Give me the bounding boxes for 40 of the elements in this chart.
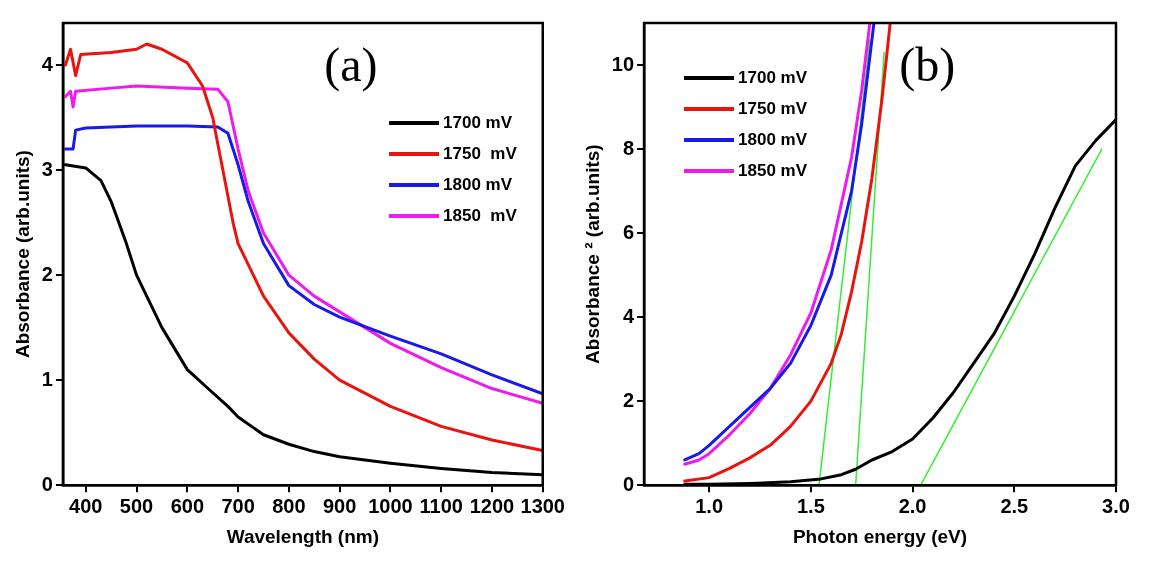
- annotation: (b): [899, 37, 956, 92]
- x-tick-label: 1200: [469, 494, 515, 517]
- y-tick-label: 4: [622, 304, 635, 327]
- annotation: (a): [324, 37, 378, 92]
- legend-label: 1750 mV: [738, 98, 808, 118]
- y-tick-label: 3: [41, 157, 53, 180]
- x-tick-label: 900: [322, 494, 357, 517]
- y-tick-label: 10: [611, 52, 635, 75]
- x-tick-label: 2.5: [1000, 494, 1029, 517]
- x-tick-label: 1.0: [695, 494, 724, 517]
- y-tick-label: 4: [41, 52, 54, 75]
- legend-label: 1800 mV: [443, 174, 513, 194]
- legend-label: 1700 mV: [738, 67, 808, 87]
- legend-label: 1700 mV: [443, 112, 513, 132]
- y-tick-label: 8: [622, 136, 635, 159]
- x-axis-title: Wavelength (nm): [226, 525, 380, 547]
- y-tick-label: 0: [41, 472, 53, 495]
- legend-label: 1750 mV: [443, 143, 518, 163]
- legend-label: 1850 mV: [738, 160, 808, 180]
- y-tick-label: 0: [622, 472, 635, 495]
- y-tick-label: 2: [41, 262, 53, 285]
- legend-label: 1800 mV: [738, 129, 808, 149]
- x-tick-label: 700: [221, 494, 255, 517]
- y-tick-label: 6: [622, 220, 635, 243]
- x-tick-label: 3.0: [1102, 494, 1130, 517]
- y-axis-title: Absorbance (arb.units): [11, 150, 33, 359]
- x-tick-label: 1100: [419, 494, 463, 517]
- y-tick-label: 2: [622, 388, 635, 411]
- x-tick-label: 1.5: [796, 494, 825, 517]
- x-tick-label: 2.0: [898, 494, 927, 517]
- x-tick-label: 800: [272, 494, 306, 517]
- legend-label: 1850 mV: [443, 205, 518, 225]
- x-tick-label: 1300: [520, 494, 565, 517]
- y-axis-title: Absorbance ² (arb.units): [581, 144, 603, 364]
- x-tick-label: 400: [69, 494, 103, 517]
- x-tick-label: 600: [170, 494, 205, 517]
- x-axis-title: Photon energy (eV): [792, 525, 968, 547]
- y-tick-label: 1: [41, 367, 53, 390]
- x-tick-label: 1000: [368, 494, 413, 517]
- x-tick-label: 500: [119, 494, 154, 517]
